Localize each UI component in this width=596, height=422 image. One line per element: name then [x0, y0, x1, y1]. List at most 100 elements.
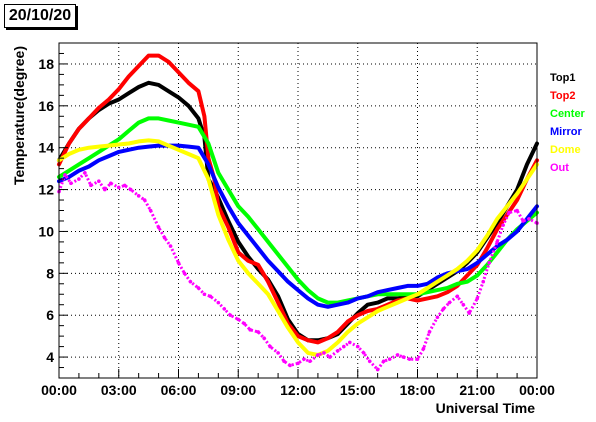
- tick-labels: 00:00 03:00 06:00 09:00 12:00 15:00 18:00 21:00…: [38, 56, 555, 398]
- axis-ticks: [58, 42, 538, 379]
- y-tick-label: 18: [38, 56, 54, 72]
- series-out-point: [128, 187, 133, 192]
- x-tick-label: 00:00: [519, 382, 555, 398]
- series-out-point: [168, 244, 173, 248]
- series-out-point: [148, 208, 153, 213]
- y-tick-label: 16: [38, 98, 54, 114]
- legend-entry-out: Out: [550, 162, 569, 174]
- series-out-point: [401, 355, 406, 359]
- series-out-point: [521, 219, 525, 223]
- y-tick-label: 8: [46, 265, 54, 281]
- series-out-point: [122, 183, 127, 188]
- series-out-point: [222, 307, 227, 311]
- x-tick-label: 09:00: [220, 382, 256, 398]
- series-out-point: [475, 296, 480, 301]
- series-out-point: [103, 187, 107, 192]
- series-out-point: [282, 359, 286, 364]
- series-out-point: [188, 279, 193, 284]
- series-out-point: [288, 363, 292, 368]
- series-out-point: [182, 271, 187, 276]
- series-out-point: [262, 336, 266, 341]
- series-out-point: [136, 194, 141, 198]
- legend-entry-center: Center: [550, 108, 586, 120]
- series-out-point: [415, 357, 420, 361]
- series-out-point: [216, 300, 221, 305]
- series-out-point: [501, 223, 505, 227]
- series-out-point: [328, 355, 332, 359]
- series-out-point: [407, 357, 412, 361]
- x-tick-label: 18:00: [400, 382, 436, 398]
- series-out-point: [63, 173, 67, 177]
- series-out-point: [97, 179, 101, 183]
- series-out-point: [495, 240, 499, 244]
- series-out-point: [108, 181, 113, 186]
- x-tick-label: 15:00: [340, 382, 376, 398]
- series-out-point: [256, 330, 260, 334]
- series-out-point: [461, 302, 466, 307]
- series-out-point: [296, 361, 300, 366]
- series-out-point: [355, 344, 360, 349]
- legend-entry-top2: Top2: [550, 90, 575, 102]
- y-tick-label: 14: [38, 140, 54, 156]
- series-out-point: [467, 311, 472, 315]
- series-out-point: [375, 367, 380, 372]
- series-out-point: [435, 315, 440, 320]
- x-tick-label: 03:00: [101, 382, 137, 398]
- series-out-point: [228, 313, 233, 317]
- series-out-point: [427, 330, 432, 334]
- series-out-point: [421, 346, 426, 351]
- y-tick-label: 4: [46, 349, 54, 365]
- series-out-point: [515, 208, 519, 213]
- series-out-point: [196, 286, 201, 290]
- series-dome-line: [57, 138, 539, 357]
- chart-title: 20/10/20: [4, 4, 76, 28]
- series-out-point: [347, 340, 352, 345]
- legend: Top1 Top2 Center Mirror Dome Out: [550, 72, 586, 174]
- series-center-line: [57, 116, 539, 305]
- series-out-point: [77, 177, 81, 181]
- series-out-point: [302, 357, 306, 361]
- series-out-point: [387, 357, 392, 361]
- y-axis-title: Temperature(degree): [11, 46, 27, 185]
- series-out-point: [361, 351, 366, 355]
- series-out-point: [248, 328, 252, 332]
- series-out-point: [336, 348, 340, 353]
- series-top2-line: [57, 53, 539, 345]
- x-tick-label: 12:00: [280, 382, 316, 398]
- series-out-point: [116, 185, 121, 190]
- series-out-point: [69, 181, 73, 186]
- series-out-point: [236, 317, 241, 322]
- x-axis-title: Universal Time: [436, 400, 536, 416]
- y-tick-label: 6: [46, 307, 54, 323]
- series-layer: [57, 53, 539, 372]
- series-out-point: [507, 210, 511, 215]
- series-out-point: [142, 198, 147, 202]
- x-tick-label: 00:00: [41, 382, 77, 398]
- series-out-point: [381, 359, 386, 364]
- series-out-point: [156, 225, 161, 230]
- series-out-point: [481, 279, 486, 284]
- series-out-point: [276, 351, 280, 355]
- series-out-point: [208, 294, 213, 299]
- series-out-point: [308, 359, 312, 364]
- series-out-point: [455, 294, 460, 299]
- series-out-point: [83, 171, 87, 175]
- y-tick-label: 12: [38, 182, 54, 198]
- series-out-point: [441, 307, 446, 311]
- series-out-point: [162, 235, 167, 240]
- series-out-point: [527, 217, 531, 221]
- series-out-point: [342, 344, 346, 349]
- x-tick-label: 06:00: [161, 382, 197, 398]
- series-out-point: [487, 261, 492, 265]
- series-out-point: [395, 353, 400, 357]
- series-out-point: [447, 300, 452, 305]
- y-tick-label: 10: [38, 223, 54, 239]
- series-out-point: [242, 321, 247, 326]
- series-out-point: [176, 261, 181, 265]
- legend-entry-top1: Top1: [550, 72, 575, 84]
- series-out-point: [316, 353, 320, 357]
- legend-entry-mirror: Mirror: [550, 126, 583, 138]
- series-out-point: [268, 344, 272, 349]
- series-out-point: [89, 183, 93, 188]
